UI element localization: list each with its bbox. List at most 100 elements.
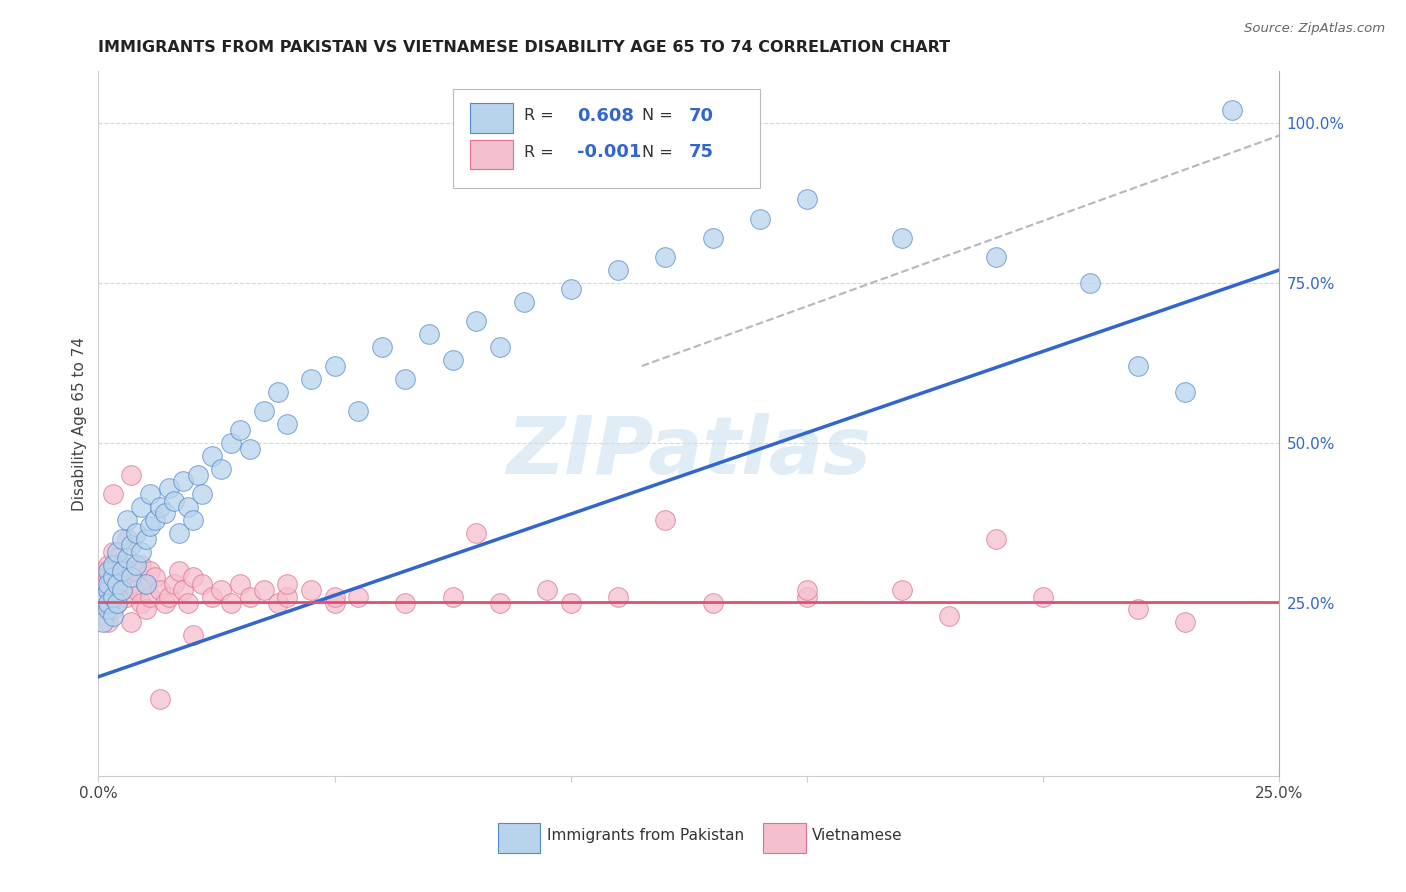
- Point: [101, 590, 124, 604]
- Point: [125, 525, 148, 540]
- Point: [167, 525, 190, 540]
- Point: [465, 314, 488, 328]
- Point: [125, 564, 148, 578]
- Point: [560, 282, 582, 296]
- Text: ZIPatlas: ZIPatlas: [506, 413, 872, 491]
- Point: [347, 404, 370, 418]
- Point: [129, 558, 152, 572]
- Point: [125, 583, 148, 598]
- Point: [91, 602, 114, 616]
- Text: Vietnamese: Vietnamese: [811, 829, 903, 844]
- Point: [111, 570, 134, 584]
- Point: [97, 602, 120, 616]
- Point: [91, 615, 114, 630]
- Point: [105, 577, 128, 591]
- Point: [181, 628, 204, 642]
- Point: [97, 596, 120, 610]
- Point: [101, 570, 124, 584]
- Point: [139, 564, 162, 578]
- Point: [115, 564, 138, 578]
- Point: [323, 359, 346, 373]
- Point: [121, 577, 143, 591]
- Point: [153, 596, 176, 610]
- Point: [191, 577, 214, 591]
- Point: [371, 340, 394, 354]
- Point: [105, 577, 128, 591]
- Point: [607, 263, 630, 277]
- Point: [796, 583, 818, 598]
- Point: [209, 461, 232, 475]
- Point: [111, 532, 134, 546]
- Point: [1174, 384, 1197, 399]
- Point: [105, 596, 128, 610]
- Point: [135, 577, 157, 591]
- Text: 0.608: 0.608: [576, 107, 634, 125]
- Point: [984, 250, 1007, 264]
- Point: [181, 570, 204, 584]
- Point: [172, 583, 194, 598]
- FancyBboxPatch shape: [471, 103, 513, 133]
- Point: [97, 596, 120, 610]
- Point: [121, 615, 143, 630]
- FancyBboxPatch shape: [498, 823, 540, 853]
- Point: [394, 596, 416, 610]
- Point: [984, 532, 1007, 546]
- Point: [163, 493, 186, 508]
- Point: [97, 558, 120, 572]
- Point: [139, 519, 162, 533]
- Point: [163, 577, 186, 591]
- Point: [115, 551, 138, 566]
- Text: R =: R =: [523, 145, 558, 160]
- Point: [135, 577, 157, 591]
- Point: [299, 372, 322, 386]
- Point: [560, 596, 582, 610]
- Point: [97, 570, 120, 584]
- Point: [115, 532, 138, 546]
- Point: [115, 590, 138, 604]
- Point: [111, 564, 134, 578]
- Point: [201, 449, 224, 463]
- Point: [418, 326, 440, 341]
- Point: [97, 577, 120, 591]
- Point: [121, 570, 143, 584]
- Point: [441, 352, 464, 367]
- Point: [149, 500, 172, 514]
- Point: [323, 596, 346, 610]
- Point: [347, 590, 370, 604]
- Text: IMMIGRANTS FROM PAKISTAN VS VIETNAMESE DISABILITY AGE 65 TO 74 CORRELATION CHART: IMMIGRANTS FROM PAKISTAN VS VIETNAMESE D…: [98, 40, 950, 55]
- Point: [1126, 602, 1149, 616]
- Point: [181, 513, 204, 527]
- Point: [149, 692, 172, 706]
- Point: [890, 231, 912, 245]
- Point: [177, 596, 200, 610]
- Point: [489, 340, 512, 354]
- Point: [149, 583, 172, 598]
- Text: N =: N =: [641, 108, 678, 123]
- Point: [139, 590, 162, 604]
- Point: [394, 372, 416, 386]
- Point: [209, 583, 232, 598]
- Point: [111, 583, 134, 598]
- Point: [187, 467, 209, 482]
- Point: [229, 423, 252, 437]
- Point: [276, 577, 298, 591]
- Point: [465, 525, 488, 540]
- Point: [129, 545, 152, 559]
- Point: [143, 570, 166, 584]
- Point: [135, 532, 157, 546]
- FancyBboxPatch shape: [453, 89, 759, 187]
- Y-axis label: Disability Age 65 to 74: Disability Age 65 to 74: [72, 336, 87, 511]
- Point: [253, 404, 276, 418]
- Point: [1174, 615, 1197, 630]
- Point: [139, 487, 162, 501]
- Point: [157, 481, 180, 495]
- Point: [157, 590, 180, 604]
- Point: [129, 596, 152, 610]
- Point: [172, 475, 194, 489]
- Point: [101, 564, 124, 578]
- Point: [654, 513, 676, 527]
- Point: [191, 487, 214, 501]
- Point: [153, 507, 176, 521]
- Point: [607, 590, 630, 604]
- Point: [267, 384, 290, 399]
